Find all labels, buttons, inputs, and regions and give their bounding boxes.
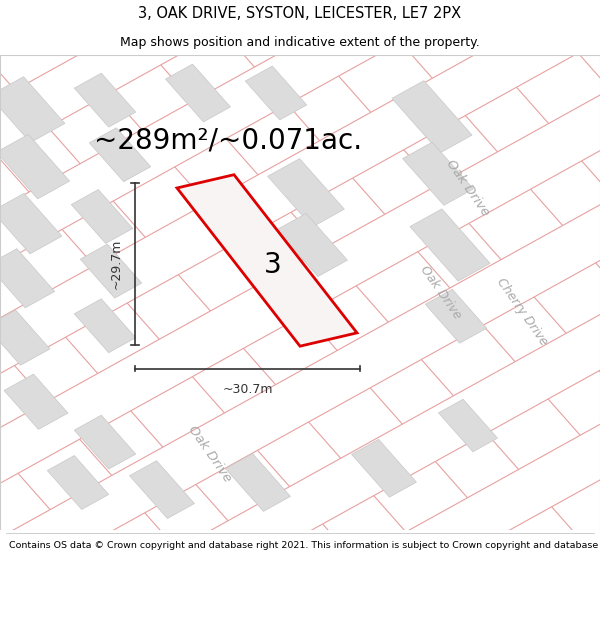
Text: ~289m²/~0.071ac.: ~289m²/~0.071ac.: [94, 126, 362, 154]
Polygon shape: [74, 299, 136, 352]
Text: Oak Drive: Oak Drive: [186, 423, 234, 484]
Polygon shape: [0, 249, 55, 308]
Polygon shape: [0, 134, 70, 199]
Polygon shape: [277, 214, 347, 276]
Polygon shape: [410, 209, 490, 281]
Polygon shape: [166, 64, 230, 122]
Polygon shape: [74, 415, 136, 469]
Polygon shape: [392, 81, 472, 153]
Polygon shape: [59, 0, 600, 625]
Text: Map shows position and indicative extent of the property.: Map shows position and indicative extent…: [120, 36, 480, 49]
Polygon shape: [0, 0, 444, 625]
Polygon shape: [0, 77, 65, 142]
Polygon shape: [0, 0, 276, 625]
Polygon shape: [352, 439, 416, 497]
Text: Oak Drive: Oak Drive: [444, 158, 492, 219]
Polygon shape: [439, 399, 497, 452]
Polygon shape: [0, 0, 331, 625]
Polygon shape: [0, 310, 50, 365]
Polygon shape: [268, 159, 344, 227]
Polygon shape: [36, 0, 600, 625]
Polygon shape: [372, 0, 600, 625]
Polygon shape: [80, 244, 142, 298]
Polygon shape: [0, 0, 529, 625]
Polygon shape: [130, 461, 194, 519]
Polygon shape: [47, 456, 109, 509]
Polygon shape: [89, 127, 151, 182]
Polygon shape: [204, 0, 600, 625]
Text: Contains OS data © Crown copyright and database right 2021. This information is : Contains OS data © Crown copyright and d…: [9, 541, 600, 551]
Polygon shape: [425, 289, 487, 343]
Text: 3: 3: [264, 251, 282, 279]
Polygon shape: [245, 66, 307, 120]
Polygon shape: [4, 374, 68, 429]
Polygon shape: [403, 142, 473, 205]
Polygon shape: [74, 73, 136, 127]
Polygon shape: [0, 193, 62, 254]
Text: ~29.7m: ~29.7m: [109, 239, 122, 289]
Polygon shape: [177, 175, 357, 346]
Text: ~30.7m: ~30.7m: [222, 383, 273, 396]
Polygon shape: [226, 454, 290, 511]
Text: Oak Drive: Oak Drive: [418, 263, 464, 322]
Text: Cherry Drive: Cherry Drive: [494, 275, 550, 348]
Polygon shape: [257, 0, 600, 625]
Polygon shape: [71, 189, 133, 244]
Text: 3, OAK DRIVE, SYSTON, LEICESTER, LE7 2PX: 3, OAK DRIVE, SYSTON, LEICESTER, LE7 2PX: [139, 6, 461, 21]
